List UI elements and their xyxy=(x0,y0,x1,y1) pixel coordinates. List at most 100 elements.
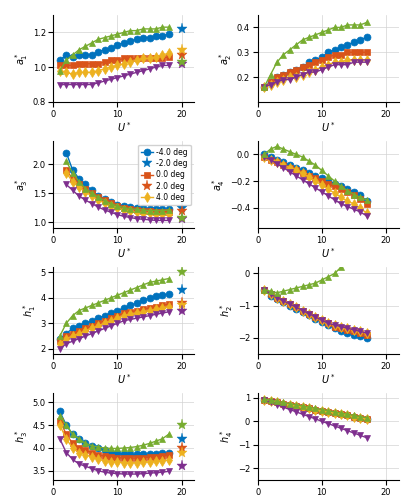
Line: -4.0 deg: -4.0 deg xyxy=(56,30,172,64)
-2.0 deg xyxy=(141,56,145,62)
-4.0 deg xyxy=(166,450,171,456)
-4.0 deg xyxy=(364,198,369,204)
-2.0 deg xyxy=(351,328,356,334)
2.0 deg xyxy=(300,177,305,183)
-2.0 deg xyxy=(134,207,139,213)
0.0 deg xyxy=(115,315,120,321)
Line: 2.0 deg: 2.0 deg xyxy=(261,154,370,220)
2.0 deg xyxy=(281,298,286,304)
-2.0 deg xyxy=(262,154,267,160)
-4.0 deg xyxy=(287,402,292,408)
-4.0 deg xyxy=(141,298,145,304)
2.0 deg xyxy=(345,204,350,210)
0.0 deg xyxy=(332,410,337,416)
Line: 0.0 deg: 0.0 deg xyxy=(63,170,172,218)
0.0 deg xyxy=(326,62,331,68)
2.0 deg xyxy=(275,79,279,85)
-4.0 deg xyxy=(147,294,152,300)
4.0 deg xyxy=(287,47,292,53)
-2.0 deg xyxy=(364,332,369,338)
4.0 deg xyxy=(364,20,369,26)
0.0 deg xyxy=(153,458,158,464)
4.0 deg xyxy=(281,288,286,294)
2.0 deg xyxy=(109,323,113,329)
2.0 deg xyxy=(153,470,158,476)
0.0 deg xyxy=(358,205,363,211)
Y-axis label: $a_4^*$: $a_4^*$ xyxy=(210,178,227,191)
2.0 deg xyxy=(128,316,133,322)
2.0 deg xyxy=(134,70,139,75)
0.0 deg xyxy=(153,211,158,217)
-4.0 deg xyxy=(109,199,113,205)
0.0 deg xyxy=(109,64,113,70)
4.0 deg xyxy=(307,34,312,40)
2.0 deg xyxy=(128,214,133,220)
0.0 deg xyxy=(128,460,133,466)
4.0 deg xyxy=(160,24,165,30)
2.0 deg xyxy=(64,450,69,456)
Y-axis label: $h_2^*$: $h_2^*$ xyxy=(218,304,235,317)
0.0 deg xyxy=(70,445,75,451)
-2.0 deg xyxy=(313,406,318,412)
0.0 deg xyxy=(339,194,344,200)
-4.0 deg xyxy=(128,38,133,44)
0.0 deg xyxy=(160,211,165,217)
-2.0 deg xyxy=(275,400,279,406)
Line: -2.0 deg: -2.0 deg xyxy=(261,396,370,422)
4.0 deg xyxy=(313,32,318,38)
-4.0 deg xyxy=(332,47,337,53)
-4.0 deg xyxy=(102,312,107,318)
0.0 deg xyxy=(70,71,75,77)
-4.0 deg xyxy=(300,309,305,315)
2.0 deg xyxy=(102,207,107,213)
4.0 deg xyxy=(319,277,324,283)
-2.0 deg xyxy=(90,323,95,329)
-2.0 deg xyxy=(313,176,318,182)
-2.0 deg xyxy=(307,406,312,411)
2.0 deg xyxy=(364,59,369,65)
0.0 deg xyxy=(166,304,171,310)
4.0 deg xyxy=(287,148,292,154)
2.0 deg xyxy=(319,189,324,195)
-2.0 deg xyxy=(160,453,165,459)
-4.0 deg xyxy=(96,315,101,321)
0.0 deg xyxy=(134,310,139,316)
0.0 deg xyxy=(307,406,312,411)
0.0 deg xyxy=(262,397,267,403)
4.0 deg xyxy=(351,192,356,198)
4.0 deg xyxy=(58,68,62,73)
0.0 deg xyxy=(287,74,292,80)
2.0 deg xyxy=(339,201,344,207)
-2.0 deg xyxy=(275,294,279,300)
4.0 deg xyxy=(326,408,331,414)
-4.0 deg xyxy=(307,312,312,318)
-2.0 deg xyxy=(294,168,299,173)
-4.0 deg xyxy=(300,168,305,173)
2.0 deg xyxy=(70,82,75,87)
2.0 deg xyxy=(58,82,62,87)
-2.0 deg xyxy=(128,206,133,212)
0.0 deg xyxy=(319,64,324,70)
0.0 deg xyxy=(102,66,107,72)
0.0 deg xyxy=(351,414,356,420)
2.0 deg xyxy=(70,188,75,194)
2.0 deg xyxy=(313,185,318,191)
0.0 deg xyxy=(319,408,324,414)
2.0 deg xyxy=(102,78,107,84)
4.0 deg xyxy=(326,274,331,280)
Y-axis label: $a_2^*$: $a_2^*$ xyxy=(217,52,234,65)
0.0 deg xyxy=(300,308,305,314)
Line: -2.0 deg: -2.0 deg xyxy=(261,49,370,90)
4.0 deg xyxy=(166,276,171,281)
0.0 deg xyxy=(109,458,113,464)
2.0 deg xyxy=(147,66,152,72)
-4.0 deg xyxy=(90,188,95,194)
2.0 deg xyxy=(358,59,363,65)
4.0 deg xyxy=(319,168,324,173)
0.0 deg xyxy=(141,56,145,62)
2.0 deg xyxy=(326,420,331,426)
0.0 deg xyxy=(339,411,344,417)
2.0 deg xyxy=(294,304,299,310)
0.0 deg xyxy=(275,79,279,85)
2.0 deg xyxy=(319,418,324,424)
